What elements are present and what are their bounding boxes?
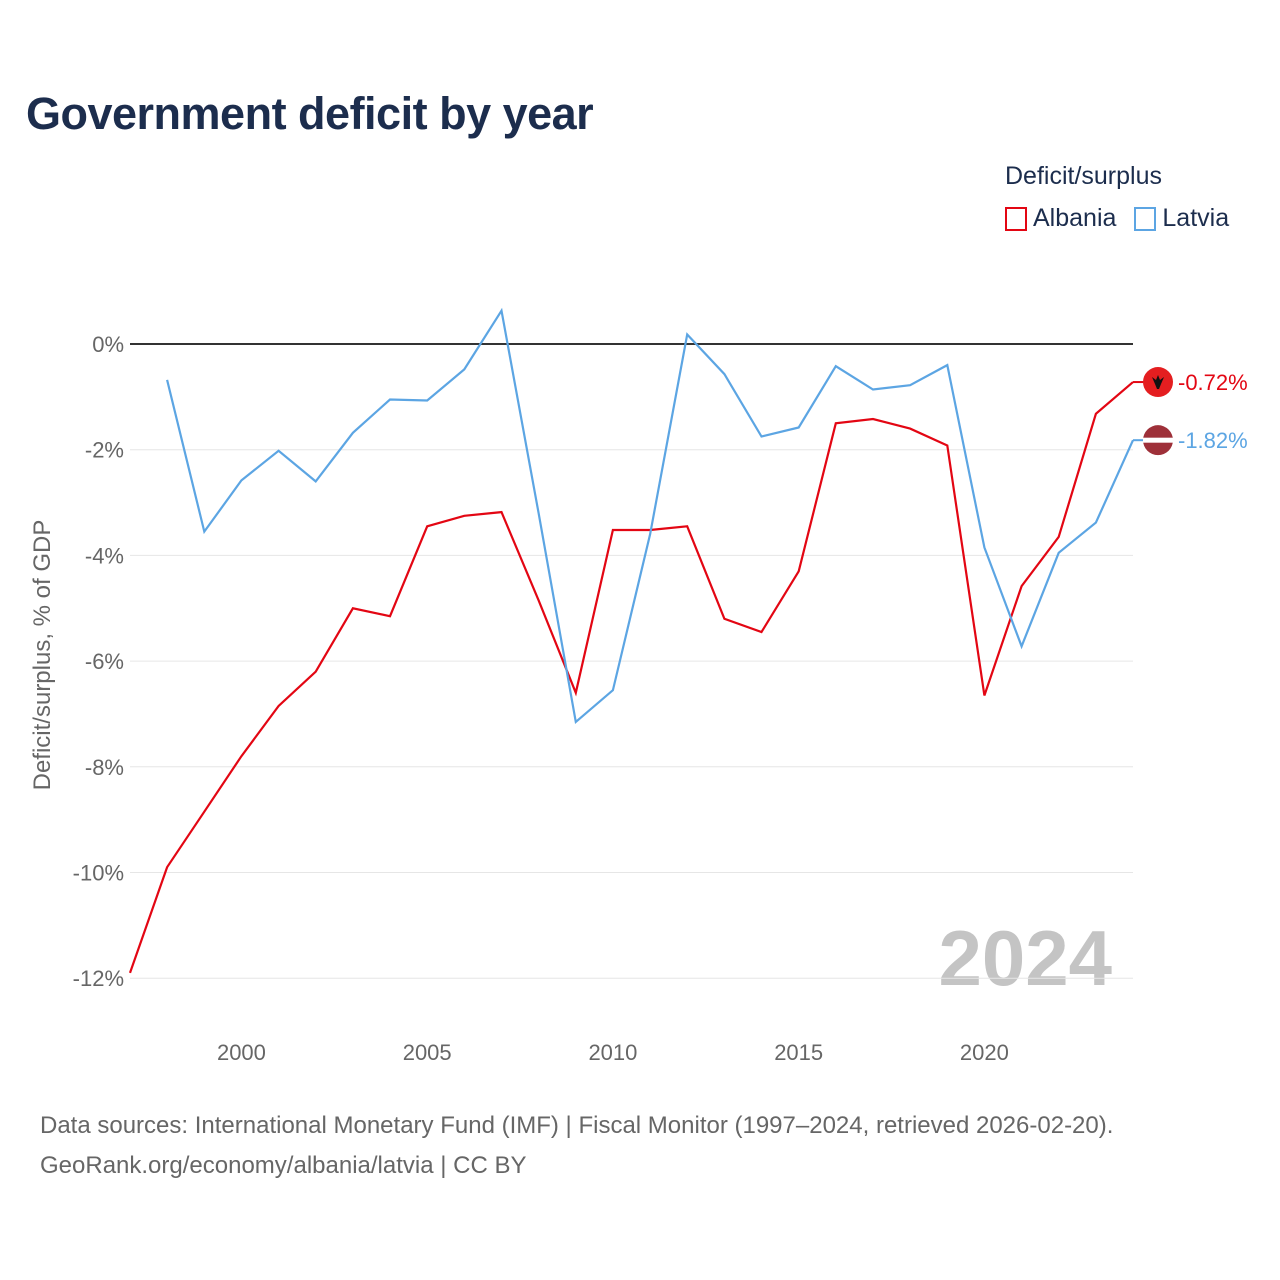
legend-label-latvia: Latvia: [1162, 204, 1230, 232]
end-value-label-latvia: -1.82%: [1178, 428, 1248, 453]
end-value-label-albania: -0.72%: [1178, 370, 1248, 395]
chart-title: Government deficit by year: [26, 88, 594, 139]
y-tick-label: 0%: [92, 332, 124, 357]
data-source-text: Data sources: International Monetary Fun…: [40, 1112, 1114, 1139]
legend-swatch-albania: [1005, 206, 1027, 231]
legend-item-latvia[interactable]: Latvia: [1134, 204, 1229, 233]
y-tick-label: -2%: [85, 438, 124, 463]
y-tick-label: -4%: [85, 543, 124, 568]
series-line-albania[interactable]: [128, 381, 1134, 974]
y-tick-label: -10%: [73, 861, 124, 886]
legend-label-albania: Albania: [1033, 204, 1117, 232]
series-line-latvia[interactable]: [166, 307, 1135, 724]
y-tick-label: -8%: [85, 755, 124, 780]
legend-swatch-latvia: [1134, 206, 1157, 231]
x-tick-label: 2010: [588, 1040, 637, 1065]
line-chart: 2024 0% -2% -4% -6% -8% -10% -12% 2000 2005 2010 20…: [29, 307, 1248, 1065]
y-tick-label: -6%: [85, 649, 124, 674]
x-tick-label: 2000: [217, 1040, 266, 1065]
legend: Albania Latvia: [1005, 204, 1247, 233]
footer: Data sources: International Monetary Fun…: [40, 1106, 1113, 1186]
legend-item-albania[interactable]: Albania: [1005, 204, 1116, 233]
x-tick-label: 2015: [774, 1040, 823, 1065]
year-watermark: 2024: [938, 914, 1112, 1002]
x-tick-label: 2020: [960, 1040, 1009, 1065]
x-tick-label: 2005: [403, 1040, 452, 1065]
latvia-flag-stripe: [1143, 437, 1173, 443]
y-axis-label: Deficit/surplus, % of GDP: [29, 520, 56, 791]
albania-eagle-icon: [1152, 375, 1164, 390]
y-tick-label: -12%: [73, 966, 124, 991]
legend-title: Deficit/surplus: [1005, 162, 1162, 190]
attribution-text: GeoRank.org/economy/albania/latvia | CC …: [40, 1152, 527, 1179]
